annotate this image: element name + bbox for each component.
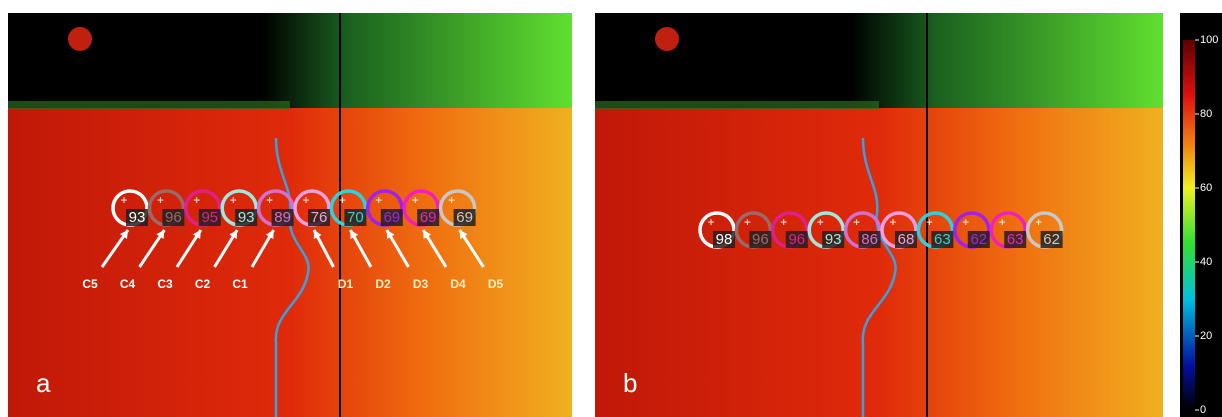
roi-tag: D5: [488, 277, 504, 291]
roi-value: 63: [1007, 231, 1024, 248]
panel-label: b: [623, 368, 637, 398]
roi-value: 86: [861, 231, 878, 248]
roi-cross: +: [375, 193, 382, 207]
roi-value: 63: [934, 231, 951, 248]
roi-tag: C4: [120, 277, 136, 291]
roi-tag: D3: [413, 277, 429, 291]
panel-label: a: [36, 368, 51, 398]
roi-cross: +: [853, 215, 860, 229]
panel: b+98+96+96+93+86+68+63+62+63+62: [595, 13, 1163, 417]
roi-cross: +: [230, 193, 237, 207]
roi-cross: +: [889, 215, 896, 229]
roi-value: 98: [716, 231, 733, 248]
roi-value: 76: [311, 209, 328, 226]
roi-cross: +: [448, 193, 455, 207]
roi-cross: +: [339, 193, 346, 207]
roi-cross: +: [817, 215, 824, 229]
roi-value: 93: [129, 209, 146, 226]
roi-cross: +: [707, 215, 714, 229]
colorbar-tick-label: 0: [1200, 404, 1206, 416]
heatmap-top: [595, 13, 1163, 108]
roi-cross: +: [412, 193, 419, 207]
roi-value: 69: [456, 209, 473, 226]
roi-tag: C1: [232, 277, 248, 291]
roi-value: 68: [898, 231, 915, 248]
blob: [655, 27, 679, 51]
roi-value: 93: [238, 209, 255, 226]
roi-cross: +: [780, 215, 787, 229]
roi-value: 89: [274, 209, 291, 226]
roi-cross: +: [926, 215, 933, 229]
roi-value: 69: [383, 209, 400, 226]
roi-value: 96: [165, 209, 182, 226]
heatmap-edge: [8, 101, 290, 109]
roi-cross: +: [999, 215, 1006, 229]
colorbar-tick-label: 40: [1200, 256, 1212, 268]
roi-value: 70: [347, 209, 364, 226]
colorbar-tick-label: 60: [1200, 182, 1212, 194]
heatmap-edge: [595, 101, 879, 109]
roi-value: 96: [752, 231, 769, 248]
roi-value: 93: [825, 231, 842, 248]
roi-cross: +: [193, 193, 200, 207]
roi-cross: +: [1035, 215, 1042, 229]
panel: a +93 C5 +96 C4 +95 C3 +93 C2 +89 C1 +76 D1 +70 D2 +69 D…: [8, 13, 572, 417]
colorbar-tick-label: 20: [1200, 330, 1212, 342]
figure: a +93 C5 +96 C4 +95 C3 +93 C2 +89 C1 +76 D1 +70 D2 +69 D…: [0, 0, 1222, 417]
roi-cross: +: [744, 215, 751, 229]
roi-cross: +: [302, 193, 309, 207]
roi-cross: +: [962, 215, 969, 229]
colorbar-tick-label: 100: [1200, 34, 1218, 46]
roi-value: 62: [970, 231, 987, 248]
roi-value: 95: [201, 209, 218, 226]
roi-value: 96: [788, 231, 805, 248]
roi-cross: +: [120, 193, 127, 207]
colorbar: [1183, 40, 1195, 410]
roi-value: 62: [1043, 231, 1060, 248]
roi-tag: C3: [157, 277, 173, 291]
roi-tag: C5: [82, 277, 98, 291]
roi-cross: +: [157, 193, 164, 207]
roi-tag: D2: [375, 277, 391, 291]
roi-cross: +: [266, 193, 273, 207]
roi-tag: D1: [338, 277, 354, 291]
roi-value: 69: [420, 209, 437, 226]
blob: [68, 27, 92, 51]
heatmap-top: [8, 13, 572, 108]
colorbar-tick-label: 80: [1200, 108, 1212, 120]
roi-tag: C2: [195, 277, 211, 291]
roi-tag: D4: [450, 277, 466, 291]
